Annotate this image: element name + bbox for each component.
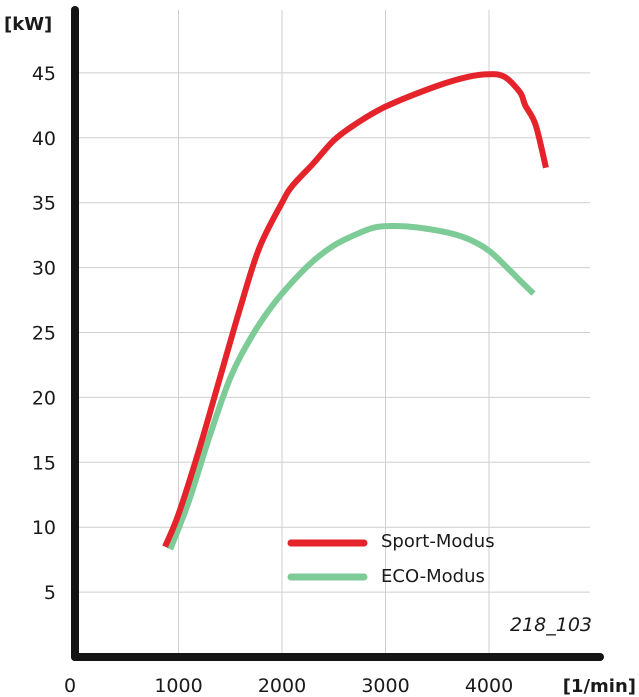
legend: Sport-Modus ECO-Modus: [287, 531, 495, 587]
series-line-sport-modus: [162, 71, 549, 548]
y-tick-label: 20: [32, 387, 56, 409]
x-tick-label: 0: [64, 675, 76, 697]
figure-id: 218_103: [510, 614, 592, 636]
legend-label-eco-modus: ECO-Modus: [381, 566, 485, 587]
x-tick-label: 4000: [465, 675, 513, 697]
series-line-eco-modus: [167, 223, 536, 551]
y-tick-label: 40: [32, 128, 56, 150]
y-tick-label: 35: [32, 193, 56, 215]
x-tick-label: 1000: [154, 675, 202, 697]
series-layer: [162, 71, 549, 551]
y-tick-label: 5: [44, 582, 56, 604]
y-tick-label: 45: [32, 63, 56, 85]
x-axis-unit-label: [1/min]: [563, 676, 636, 697]
y-axis-unit-label: [kW]: [4, 14, 52, 35]
tick-labels: 5 10 15 20 25 30 35 40 45 0 1000 2000 3000 4000: [32, 63, 513, 697]
x-tick-label: 3000: [361, 675, 409, 697]
y-tick-label: 15: [32, 452, 56, 474]
y-tick-label: 25: [32, 323, 56, 345]
y-tick-label: 30: [32, 258, 56, 280]
legend-label-sport-modus: Sport-Modus: [381, 531, 495, 552]
axes: [71, 6, 604, 661]
x-tick-label: 2000: [258, 675, 306, 697]
grid: [75, 10, 590, 657]
y-tick-label: 10: [32, 517, 56, 539]
